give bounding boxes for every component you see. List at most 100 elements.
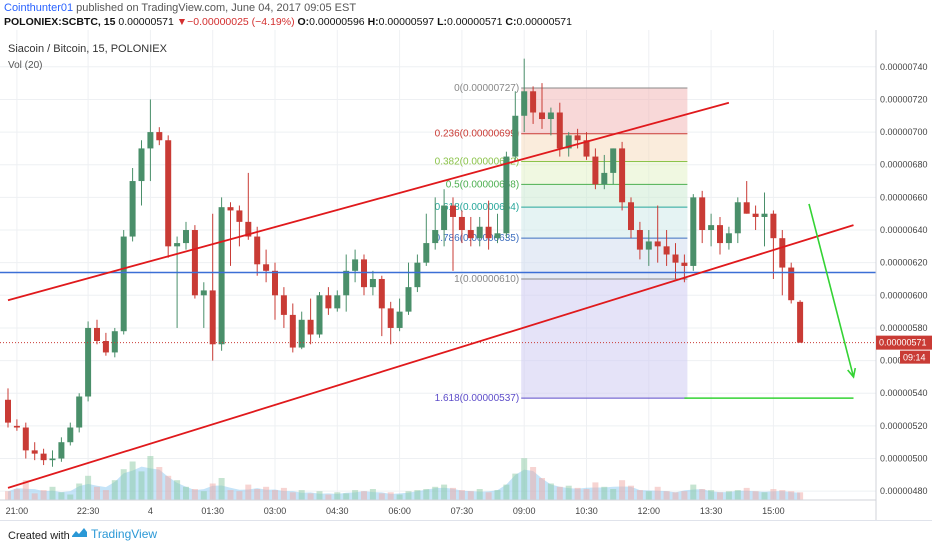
footer: Created with TradingView bbox=[0, 520, 932, 551]
channel-lower-line[interactable] bbox=[7, 224, 854, 489]
time-axis[interactable]: 21:00 22:30 4 01:30 03:00 04:30 06:00 07:30 09:0… bbox=[6, 506, 785, 516]
fibonacci-retracement[interactable]: 0(0.00000727) 0.236(0.00000699) 0.382(0.00… bbox=[435, 83, 688, 404]
volume-bar bbox=[13, 489, 20, 500]
volume-bar bbox=[423, 489, 430, 500]
candle-body bbox=[76, 396, 83, 428]
price-axis[interactable]: 0.00000740 0.00000720 0.00000700 0.00000680… bbox=[880, 62, 928, 496]
volume-bar bbox=[191, 489, 198, 500]
candle-body bbox=[120, 236, 127, 332]
candle-body bbox=[236, 210, 243, 222]
channel-upper-line[interactable] bbox=[7, 101, 730, 302]
volume-bar bbox=[441, 484, 448, 500]
drawing-overlays[interactable] bbox=[0, 101, 876, 489]
candle-body bbox=[663, 246, 670, 255]
volume-bar bbox=[467, 491, 474, 500]
author-link[interactable]: Cointhunter01 bbox=[4, 2, 74, 14]
candle-body bbox=[102, 341, 109, 353]
price-chart[interactable]: 0(0.00000727) 0.236(0.00000699) 0.382(0.00… bbox=[0, 30, 932, 520]
time-tick-label: 03:00 bbox=[264, 506, 287, 516]
fib-level-label: 0.786(0.00000635) bbox=[435, 233, 520, 244]
candle-body bbox=[770, 213, 777, 239]
candle-body bbox=[405, 287, 412, 312]
time-tick-label: 07:30 bbox=[451, 506, 474, 516]
volume-bar bbox=[218, 478, 225, 500]
down-arrow-shaft[interactable] bbox=[808, 203, 855, 378]
candle-body bbox=[387, 308, 394, 328]
fib-level-label: 0.382(0.00000682) bbox=[435, 156, 520, 167]
volume-bar bbox=[325, 494, 332, 500]
candle-body bbox=[574, 135, 581, 141]
volume-bar bbox=[512, 473, 519, 500]
fib-level-label: 0.618(0.00000654) bbox=[435, 202, 520, 213]
volume-bar bbox=[129, 461, 136, 500]
candle-body bbox=[779, 238, 786, 268]
volume-bar bbox=[717, 492, 723, 500]
time-tick-label: 15:00 bbox=[762, 506, 785, 516]
tradingview-logo[interactable]: TradingView bbox=[70, 527, 157, 541]
candle-body bbox=[565, 135, 572, 149]
low-value: 0.00000571 bbox=[447, 16, 503, 28]
volume-bar bbox=[343, 493, 350, 500]
price-tick-label: 0.00000540 bbox=[880, 388, 928, 398]
candle-body bbox=[547, 112, 554, 120]
candle-body bbox=[396, 311, 403, 328]
candle-body bbox=[369, 278, 376, 288]
volume-bar bbox=[458, 490, 465, 500]
volume-bar bbox=[263, 486, 270, 500]
fib-zone bbox=[521, 88, 688, 134]
volume-bar bbox=[298, 490, 305, 500]
candlestick-series bbox=[5, 58, 804, 467]
time-tick-label: 21:00 bbox=[6, 506, 29, 516]
time-tick-label: 10:30 bbox=[575, 506, 598, 516]
price-tick-label: 0.00000600 bbox=[880, 290, 928, 300]
candle-body bbox=[610, 148, 617, 173]
countdown-badge-label: 09:14 bbox=[903, 353, 926, 363]
candle-body bbox=[156, 132, 163, 141]
volume-bar bbox=[254, 489, 261, 500]
candle-body bbox=[49, 458, 56, 461]
candle-body bbox=[423, 243, 430, 263]
volume-bar bbox=[76, 483, 83, 500]
candle-body bbox=[432, 230, 439, 244]
volume-bar bbox=[770, 489, 777, 500]
candle-body bbox=[628, 202, 634, 231]
volume-bar bbox=[94, 486, 100, 500]
candle-body bbox=[450, 205, 456, 217]
volume-bar bbox=[565, 485, 572, 500]
volume-bar bbox=[316, 491, 323, 500]
volume-series bbox=[5, 456, 804, 500]
volume-bar bbox=[307, 493, 314, 500]
candle-body bbox=[797, 301, 804, 343]
candle-body bbox=[111, 331, 118, 353]
candle-body bbox=[316, 295, 323, 335]
volume-bar bbox=[361, 491, 367, 500]
volume-bar bbox=[734, 490, 741, 500]
ohlc-summary: POLONIEX:SCBTC, 15 0.00000571 ▼−0.000000… bbox=[4, 16, 572, 28]
volume-bar bbox=[503, 484, 510, 500]
volume-bar bbox=[120, 469, 127, 500]
candle-body bbox=[645, 241, 652, 250]
volume-bar bbox=[174, 480, 181, 500]
volume-bar bbox=[672, 492, 679, 500]
open-label: O: bbox=[297, 16, 310, 28]
volume-bar bbox=[619, 480, 626, 500]
price-tick-label: 0.00000620 bbox=[880, 258, 928, 268]
candle-body bbox=[209, 290, 216, 345]
volume-legend: Vol (20) bbox=[8, 60, 42, 71]
current-price-badge bbox=[876, 335, 932, 350]
volume-bar bbox=[147, 456, 154, 500]
volume-bar bbox=[245, 484, 252, 500]
candle-body bbox=[788, 267, 795, 301]
candle-body bbox=[67, 427, 74, 443]
volume-bar bbox=[236, 491, 243, 500]
candle-body bbox=[583, 140, 590, 157]
volume-bar bbox=[645, 491, 652, 500]
symbol-label: POLONIEX:SCBTC, 15 bbox=[4, 16, 116, 28]
candle-body bbox=[191, 230, 198, 296]
candle-body bbox=[307, 319, 314, 335]
price-tick-label: 0.00000520 bbox=[880, 421, 928, 431]
candle-body bbox=[40, 453, 47, 461]
price-badges: 0.00000571 09:14 bbox=[876, 335, 932, 364]
price-tick-label: 0.00000580 bbox=[880, 323, 928, 333]
candle-body bbox=[601, 172, 608, 185]
